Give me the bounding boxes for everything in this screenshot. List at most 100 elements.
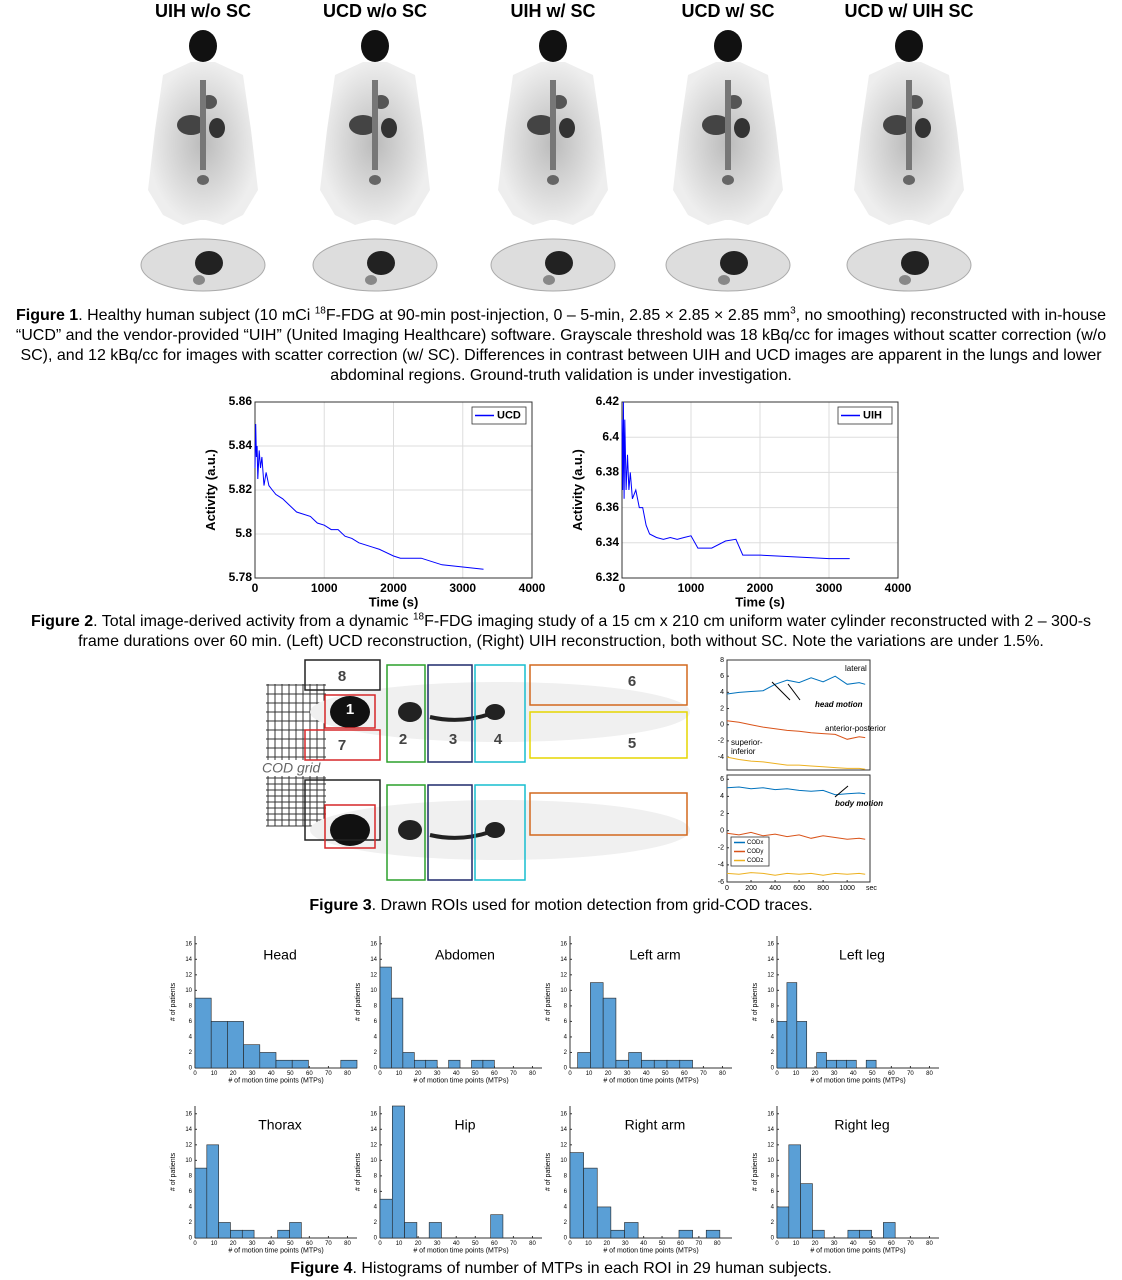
bladder bbox=[197, 175, 209, 185]
x-tick-label: 10 bbox=[211, 1071, 218, 1077]
y-tick-label: 6 bbox=[564, 1019, 568, 1025]
liver bbox=[702, 115, 730, 135]
x-axis-label: Time (s) bbox=[735, 595, 785, 610]
roi-label: 8 bbox=[338, 668, 346, 685]
y-axis-label: # of patients bbox=[545, 1152, 552, 1191]
y-tick-label: 5.84 bbox=[229, 438, 253, 452]
y-tick-label: 8 bbox=[189, 1003, 193, 1009]
x-tick-label: 60 bbox=[491, 1241, 498, 1247]
x-tick-label: 20 bbox=[812, 1241, 819, 1247]
x-tick-label: 80 bbox=[344, 1241, 351, 1247]
histogram-bar bbox=[846, 1059, 857, 1069]
y-tick-label: 10 bbox=[560, 988, 567, 994]
y-tick-label: 6 bbox=[189, 1019, 193, 1025]
histogram-bar bbox=[289, 1222, 302, 1239]
x-tick-label: 0 bbox=[619, 581, 626, 595]
x-tick-label: 200 bbox=[745, 885, 757, 892]
histogram-bar bbox=[379, 1198, 393, 1239]
x-tick-label: 40 bbox=[850, 1071, 857, 1077]
column-label: UIH w/o SC bbox=[155, 1, 251, 21]
caption-label: Figure 3 bbox=[309, 897, 372, 914]
x-tick-label: 60 bbox=[677, 1241, 684, 1247]
y-tick-label: -2 bbox=[718, 738, 724, 745]
histogram-bar bbox=[812, 1229, 825, 1239]
y-tick-label: 8 bbox=[374, 1173, 378, 1179]
y-tick-label: 6.38 bbox=[596, 465, 620, 479]
x-tick-label: 80 bbox=[714, 1241, 721, 1247]
x-tick-label: 80 bbox=[529, 1071, 536, 1077]
y-tick-label: 16 bbox=[560, 941, 567, 947]
histogram-bar bbox=[404, 1222, 418, 1239]
line-series bbox=[726, 786, 866, 796]
kidney bbox=[381, 118, 397, 138]
histogram-bar bbox=[788, 1144, 801, 1239]
histogram-bar bbox=[800, 1183, 813, 1239]
x-tick-label: 50 bbox=[472, 1071, 479, 1077]
roi-box bbox=[529, 664, 688, 706]
y-tick-label: 6 bbox=[374, 1189, 378, 1195]
head bbox=[714, 30, 742, 62]
axial-heart bbox=[195, 251, 223, 275]
x-tick-label: 70 bbox=[325, 1241, 332, 1247]
x-tick-label: 20 bbox=[603, 1241, 610, 1247]
axial-heart bbox=[720, 251, 748, 275]
spine bbox=[372, 80, 378, 170]
x-tick-label: 40 bbox=[453, 1241, 460, 1247]
x-tick-label: 0 bbox=[378, 1241, 382, 1247]
roi-label: 5 bbox=[628, 735, 636, 752]
y-axis-label: # of patients bbox=[752, 1152, 759, 1191]
x-tick-label: 50 bbox=[472, 1241, 479, 1247]
y-tick-label: 14 bbox=[370, 957, 377, 963]
y-tick-label: 10 bbox=[767, 1158, 774, 1164]
y-tick-label: -4 bbox=[718, 862, 724, 869]
y-tick-label: 16 bbox=[185, 1111, 192, 1117]
roi-box bbox=[304, 729, 381, 761]
y-tick-label: 6 bbox=[189, 1189, 193, 1195]
chart: 0 2 4 6 8 10 12 14 16 0 10 20 30 40 50 60 70 80 # of motio… bbox=[170, 936, 358, 1084]
y-tick-label: 4 bbox=[720, 689, 724, 696]
x-tick-label: 3000 bbox=[816, 581, 843, 595]
y-tick-label: -4 bbox=[718, 754, 724, 761]
axial-spine bbox=[365, 275, 377, 285]
roi-label: 7 bbox=[338, 737, 346, 754]
histogram-bar bbox=[628, 1052, 642, 1069]
y-tick-label: 5.82 bbox=[229, 482, 253, 496]
histogram-bar bbox=[816, 1052, 827, 1069]
liver bbox=[527, 115, 555, 135]
caption-text: , no smoothing) reconstructed with in-ho… bbox=[15, 307, 1107, 384]
histogram-bar bbox=[230, 1229, 243, 1239]
y-axis-label: # of patients bbox=[170, 982, 177, 1021]
x-tick-label: 50 bbox=[869, 1071, 876, 1077]
y-tick-label: 4 bbox=[771, 1205, 775, 1211]
annotation: head motion bbox=[815, 700, 863, 709]
roi-label: 3 bbox=[449, 731, 457, 748]
x-tick-label: 0 bbox=[193, 1071, 197, 1077]
pet-image bbox=[665, 30, 791, 292]
y-tick-label: 8 bbox=[564, 1173, 568, 1179]
pet-image bbox=[312, 30, 438, 292]
y-tick-label: 0 bbox=[564, 1066, 568, 1072]
histogram-bar bbox=[705, 1229, 721, 1239]
histogram-bar bbox=[666, 1059, 681, 1069]
y-tick-label: 2 bbox=[564, 1050, 568, 1056]
x-axis-label: # of motion time points (MTPs) bbox=[603, 1077, 698, 1084]
histogram-bar bbox=[210, 1021, 228, 1069]
histogram-bar bbox=[227, 1021, 244, 1069]
annotation-arrow bbox=[787, 683, 801, 701]
y-tick-label: 16 bbox=[767, 1111, 774, 1117]
y-tick-label: 4 bbox=[771, 1035, 775, 1041]
x-tick-label: 60 bbox=[306, 1241, 313, 1247]
histogram-bar bbox=[847, 1229, 861, 1239]
chart: 0 2 4 6 8 10 12 14 16 0 10 20 30 40 50 60 70 80 # of motio… bbox=[545, 1106, 732, 1254]
y-tick-label: 10 bbox=[185, 988, 192, 994]
y-tick-label: 8 bbox=[720, 657, 724, 664]
annotation: superior- bbox=[731, 738, 763, 747]
y-tick-label: 10 bbox=[560, 1158, 567, 1164]
caption-text: . Total image-derived activity from a dy… bbox=[93, 613, 413, 630]
y-tick-label: 8 bbox=[564, 1003, 568, 1009]
chart: 0 2 4 6 8 10 12 14 16 0 10 20 30 40 50 60 70 80 # of motio… bbox=[355, 1105, 542, 1254]
chart-title: Right arm bbox=[625, 1117, 686, 1133]
y-tick-label: 16 bbox=[370, 1111, 377, 1117]
legend-label: CODx bbox=[747, 840, 763, 846]
histogram-bar bbox=[596, 1206, 612, 1239]
